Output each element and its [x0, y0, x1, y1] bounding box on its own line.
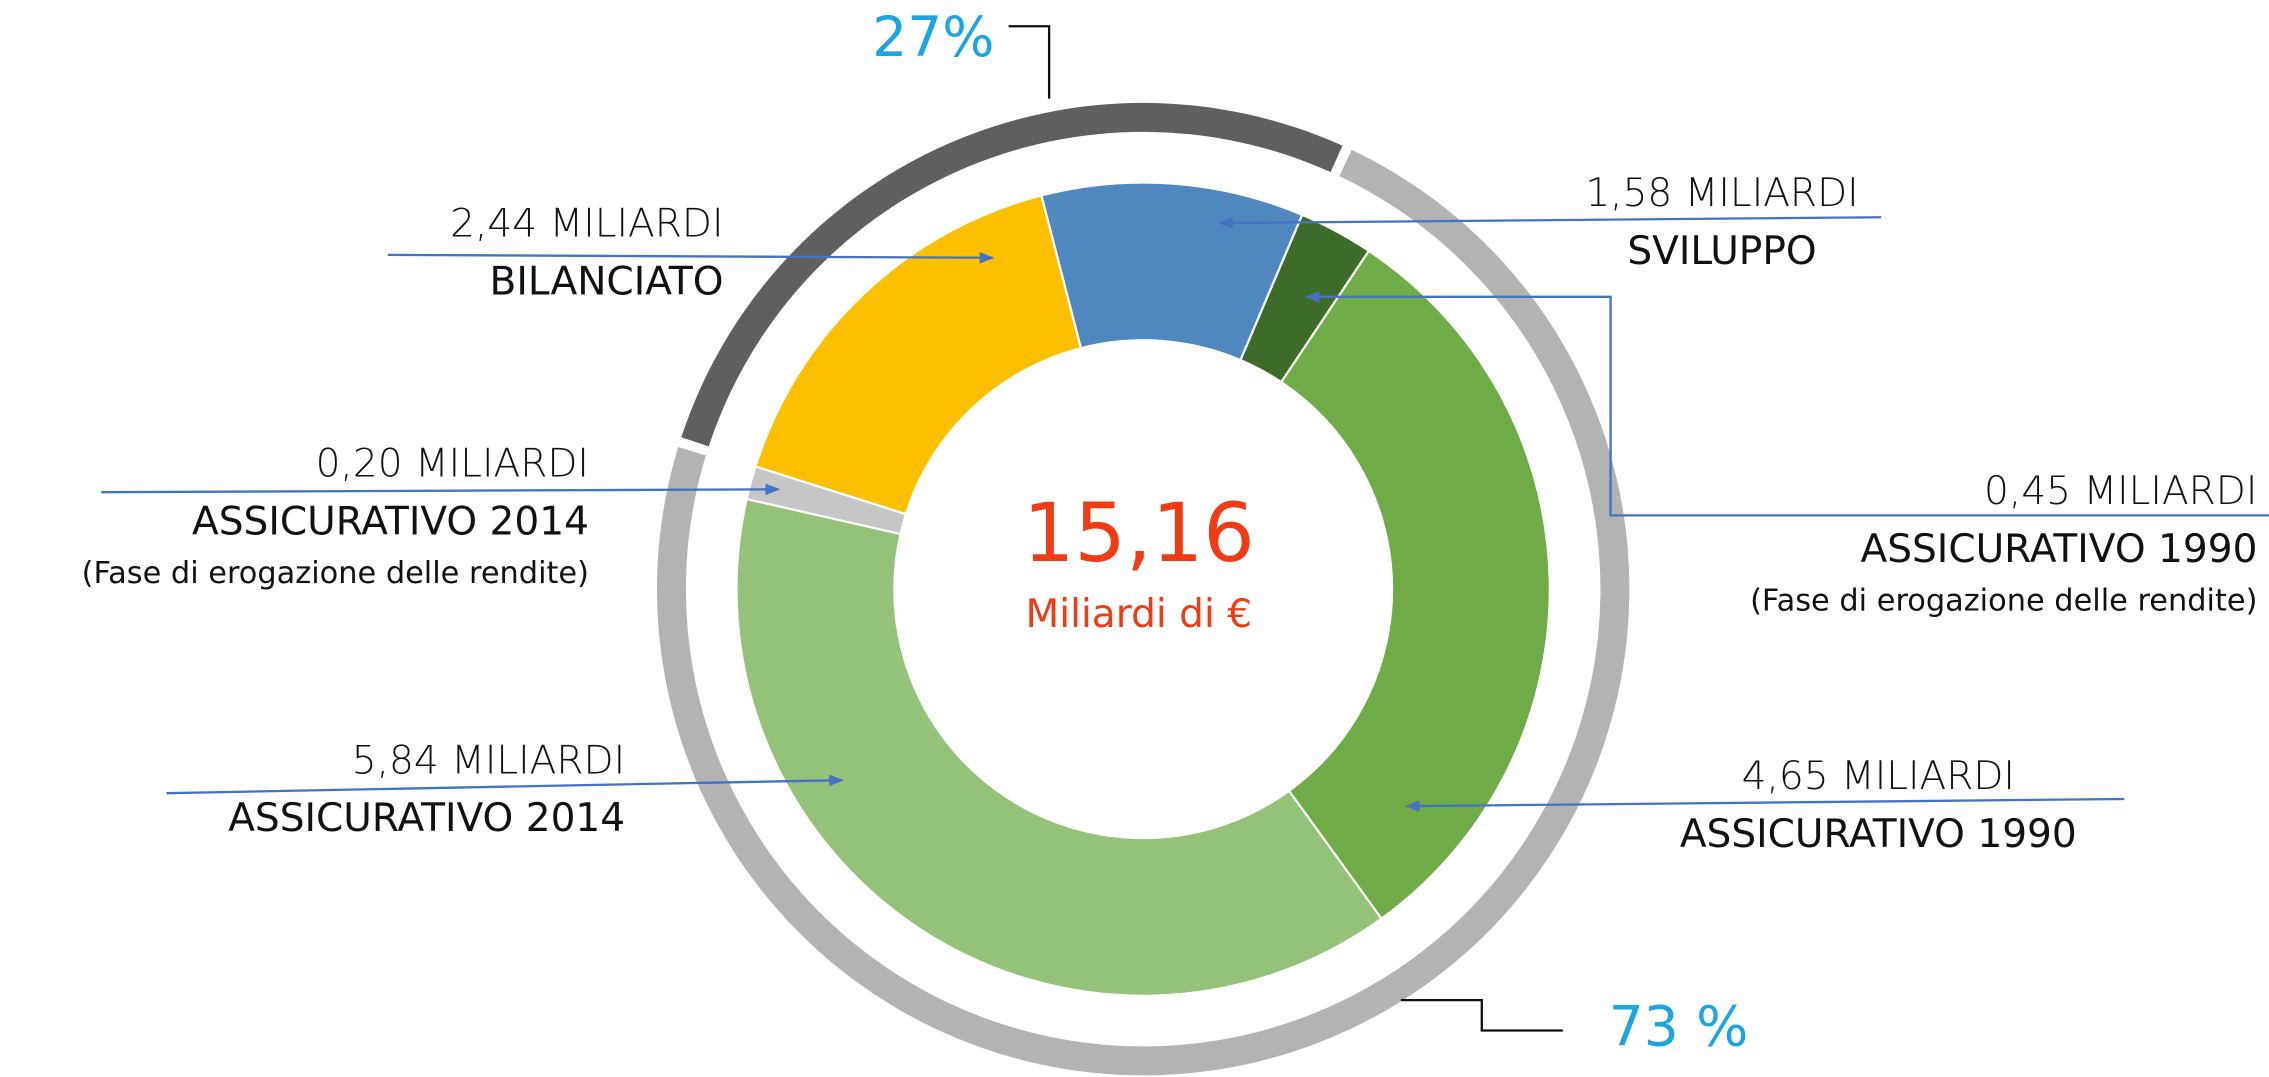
connector-arrow	[101, 483, 780, 496]
donut-segment	[735, 497, 1383, 997]
connector-arrow	[166, 774, 844, 795]
category-label: ASSICURATIVO 1990	[1860, 527, 2257, 572]
category-label: SVILUPPO	[1627, 229, 1816, 274]
leader-line	[1400, 998, 1563, 1032]
value-label: 4,65 MILIARDI	[1742, 754, 2015, 799]
donut-segment	[1279, 249, 1551, 921]
category-note: (Fase di erogazione delle rendite)	[1750, 584, 2257, 619]
center-unit: Miliardi di €	[1026, 592, 1253, 637]
connector-arrow	[1218, 216, 1882, 229]
donut-segment	[754, 194, 1083, 516]
rings	[656, 102, 1630, 1076]
leader-line	[1008, 25, 1051, 99]
value-label: 5,84 MILIARDI	[352, 738, 625, 783]
value-label: 1,58 MILIARDI	[1585, 171, 1858, 216]
outer-ring-segment	[681, 102, 1343, 447]
category-note: (Fase di erogazione delle rendite)	[82, 556, 589, 591]
value-label: 0,20 MILIARDI	[316, 442, 589, 487]
outer-percent-label: 27%	[872, 5, 994, 69]
category-label: ASSICURATIVO 2014	[228, 796, 625, 841]
value-label: 2,44 MILIARDI	[450, 201, 723, 246]
center-total: 15,16	[1023, 487, 1255, 581]
category-label: BILANCIATO	[490, 259, 724, 304]
value-label: 0,45 MILIARDI	[1984, 469, 2257, 514]
category-label: ASSICURATIVO 1990	[1680, 812, 2077, 857]
connector-arrow	[1305, 291, 2269, 517]
connector-arrow	[387, 251, 995, 264]
category-label: ASSICURATIVO 2014	[192, 500, 589, 545]
outer-percent-label: 73 %	[1609, 995, 1749, 1059]
connector-arrow	[1405, 797, 2125, 812]
